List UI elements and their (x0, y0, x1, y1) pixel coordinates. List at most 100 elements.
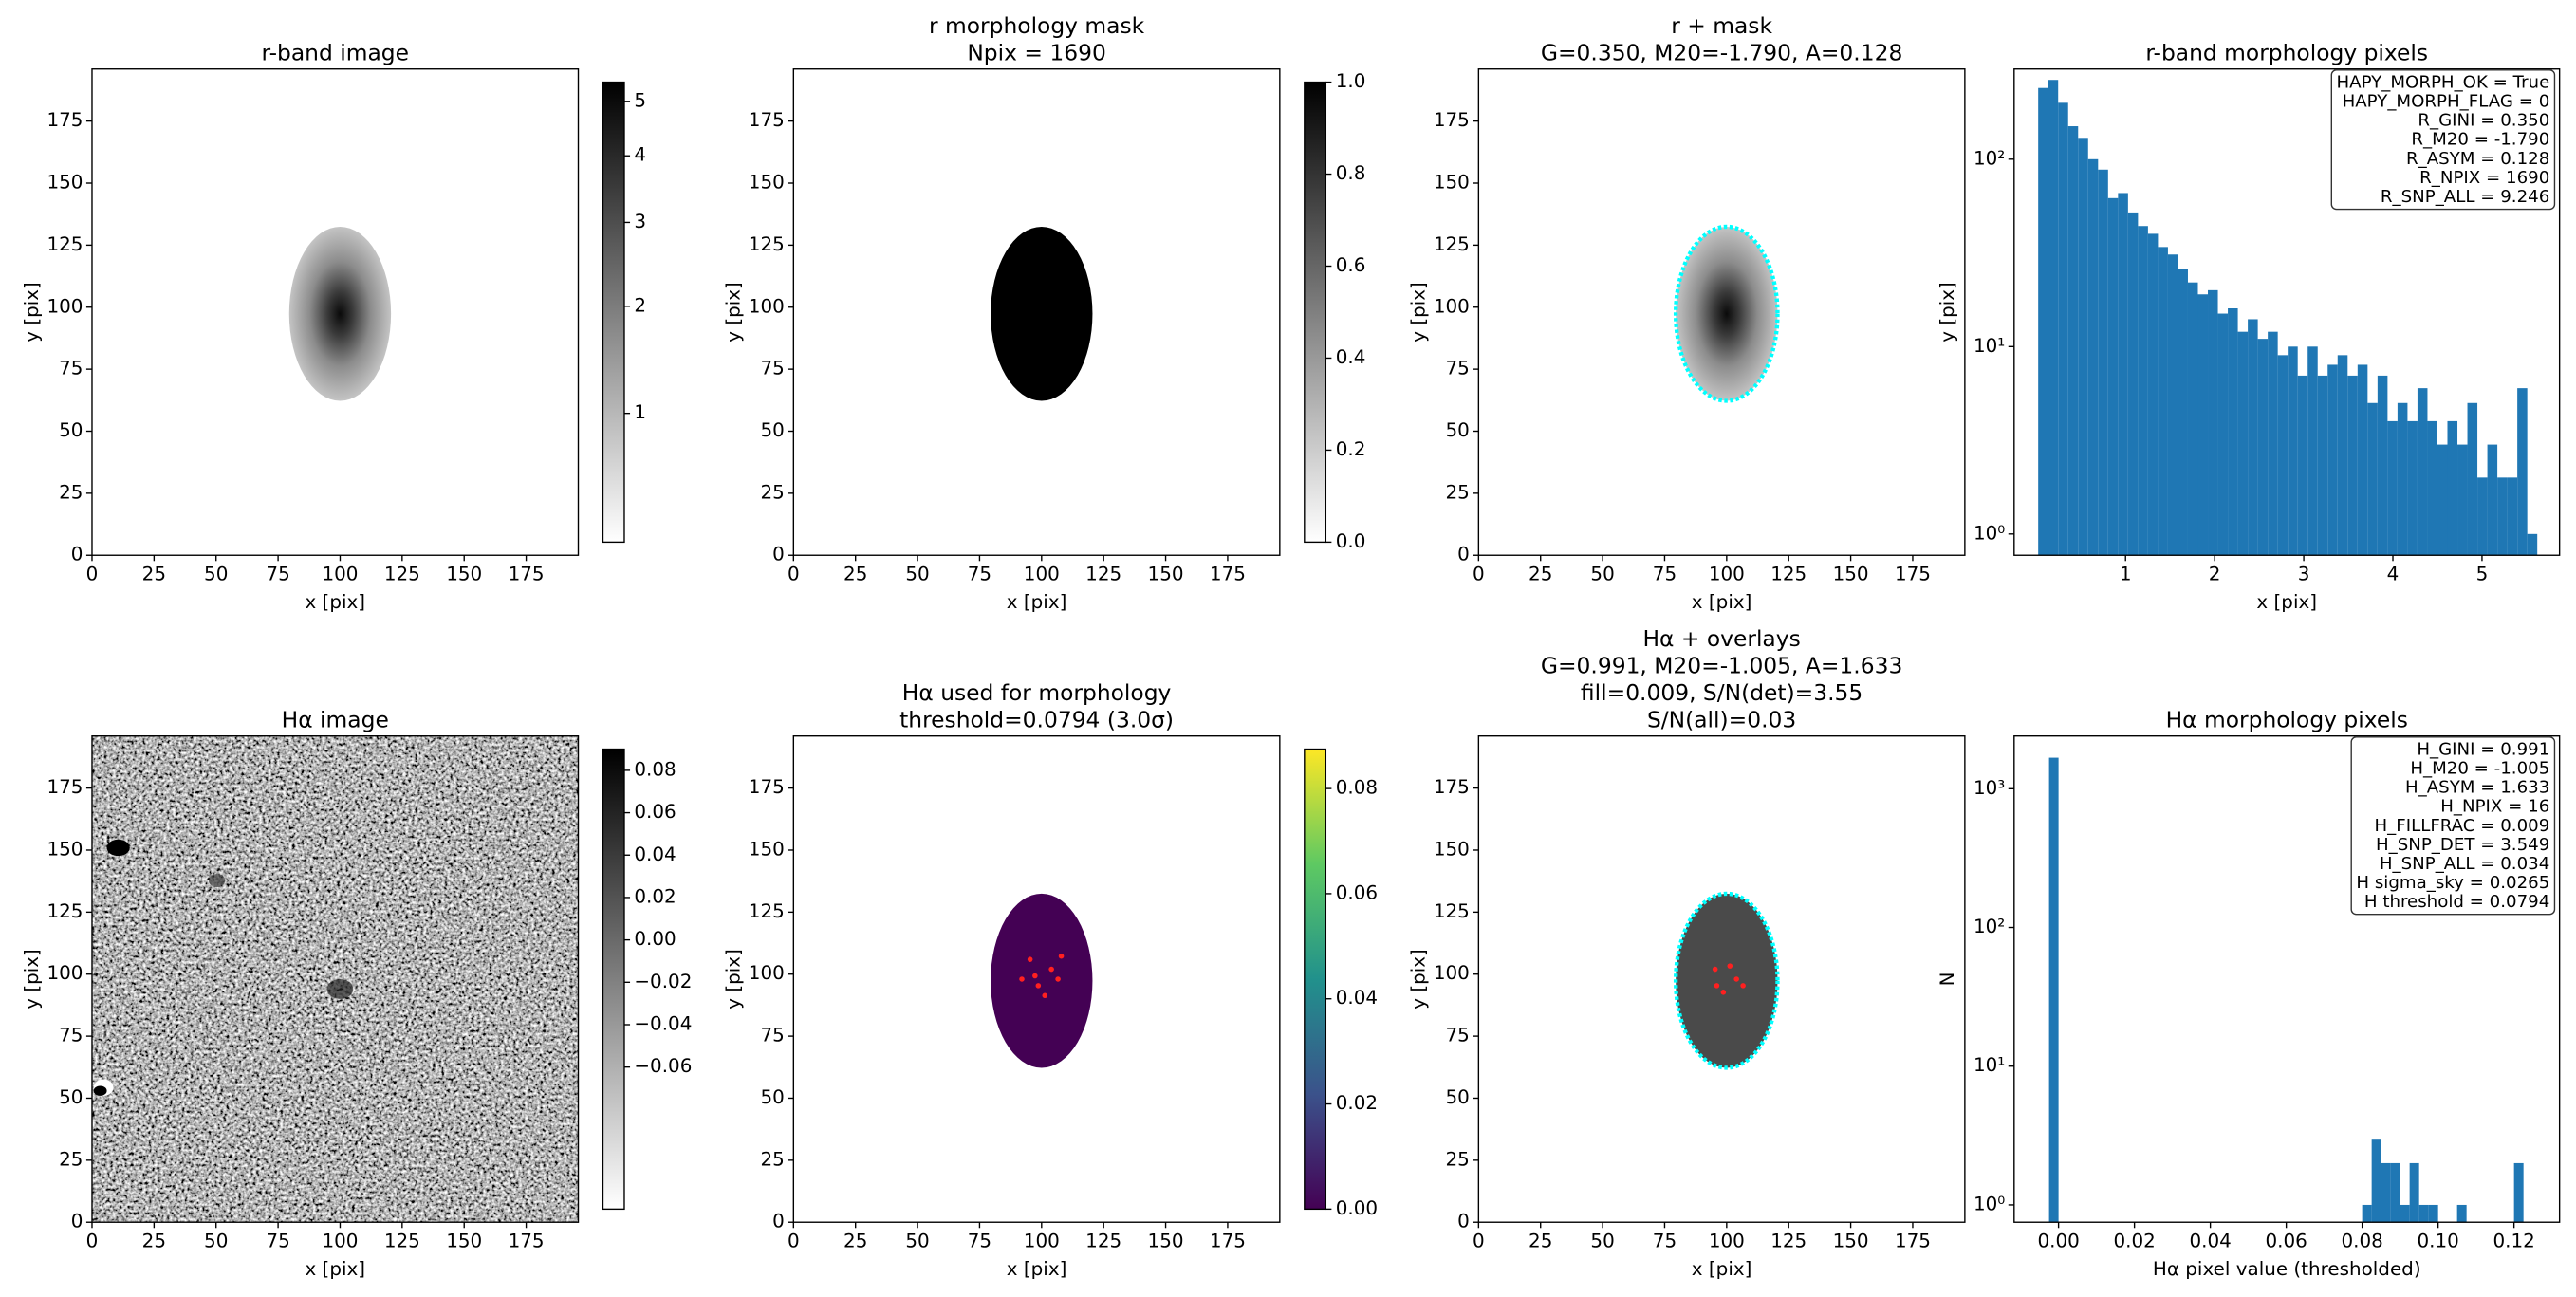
y-tick-label: 150 (1434, 838, 1470, 860)
histogram-bar (2447, 420, 2458, 556)
y-axis-label: y [pix] (1408, 949, 1430, 1010)
y-tick-label: 125 (46, 900, 83, 922)
y-tick-label: 50 (1445, 419, 1469, 441)
stats-frame (2350, 736, 2556, 916)
stat-line: R_ASYM = 0.128 (2406, 149, 2549, 169)
x-tick-label: 1 (2120, 564, 2132, 585)
stat-line: H threshold = 0.0794 (2364, 892, 2549, 912)
x-axis-label: x [pix] (1692, 591, 1752, 613)
y-tick-label: 175 (46, 776, 83, 798)
y-axis-label: y [pix] (1937, 282, 1958, 343)
chart-title: r + mask (1671, 12, 1772, 39)
image-halpha-used (991, 893, 1093, 1068)
axes-frame (1477, 735, 1966, 1223)
histogram-bar (2158, 247, 2168, 556)
colorbar-tick-label: 0.0 (1336, 530, 1366, 552)
x-tick-label: 0 (86, 564, 99, 585)
histogram-bar (2277, 355, 2289, 556)
y-tick-label: 125 (749, 233, 785, 255)
colorbar-tick-label: 0.02 (634, 885, 676, 907)
y-tick-label: 75 (59, 358, 83, 380)
x-axis-label: x [pix] (1692, 1258, 1752, 1280)
x-tick-label: 150 (446, 564, 482, 585)
axes-frame (1477, 68, 1966, 556)
stat-line: H_SNP_DET = 3.549 (2376, 835, 2549, 855)
histogram-bar (2237, 331, 2249, 556)
y-axis-label: N (1937, 973, 1958, 987)
x-tick-label: 100 (1709, 564, 1745, 585)
y-tick-label: 175 (46, 109, 83, 131)
x-tick-label: 0.08 (2341, 1230, 2382, 1251)
histogram-bar (2387, 420, 2398, 556)
histogram-bar (2038, 87, 2048, 556)
chart-title: S/N(all)=0.03 (1647, 707, 1796, 733)
histogram-bar (2527, 533, 2538, 556)
x-tick-label: 25 (142, 1230, 166, 1251)
y-tick-label: 100 (46, 295, 83, 317)
y-tick-label: 125 (46, 233, 83, 255)
x-tick-label: 0 (1473, 564, 1485, 585)
x-tick-label: 0.00 (2037, 1230, 2079, 1251)
colorbar-tick-label: −0.04 (634, 1012, 692, 1034)
y-tick-label: 10¹ (1974, 1054, 2005, 1076)
x-axis-label: x [pix] (305, 1258, 365, 1280)
x-tick-label: 25 (1529, 564, 1552, 585)
y-tick-label: 175 (749, 109, 785, 131)
y-tick-label: 150 (749, 838, 785, 860)
histogram-bar (2337, 355, 2348, 556)
y-axis-label: y [pix] (21, 949, 43, 1010)
chart-title: Hα used for morphology (902, 679, 1172, 706)
y-tick-label: 10¹ (1974, 335, 2005, 357)
y-tick-label: 0 (772, 544, 785, 565)
histogram-bar (2248, 319, 2258, 556)
y-tick-label: 50 (1445, 1086, 1469, 1108)
x-tick-label: 5 (2476, 564, 2489, 585)
axes-frame (91, 68, 580, 556)
histogram-bar (2497, 477, 2508, 556)
colorbar-tick-label: 0.00 (634, 928, 676, 950)
y-axis-label: y [pix] (1408, 282, 1430, 343)
x-tick-label: 50 (204, 564, 228, 585)
histogram-bar (2078, 138, 2088, 556)
x-axis-label: x [pix] (1007, 1258, 1067, 1280)
x-tick-label: 3 (2298, 564, 2310, 585)
x-tick-label: 100 (1024, 564, 1060, 585)
histogram-bar (2327, 364, 2338, 556)
stat-line: H sigma_sky = 0.0265 (2356, 873, 2549, 893)
x-tick-label: 50 (905, 1230, 929, 1251)
y-tick-label: 150 (46, 838, 83, 860)
axes-frame (792, 68, 1281, 556)
histogram-bar (2167, 254, 2178, 556)
histogram-bar (2377, 375, 2388, 556)
x-tick-label: 125 (1085, 564, 1121, 585)
image-r-mask (1673, 224, 1780, 403)
y-tick-label: 150 (1434, 172, 1470, 194)
y-tick-label: 75 (760, 1025, 784, 1047)
y-tick-label: 10⁰ (1974, 522, 2005, 544)
histogram-bar (2456, 1204, 2467, 1223)
chart-title: Hα + overlays (1642, 625, 1800, 652)
chart-title: G=0.350, M20=-1.790, A=0.128 (1541, 40, 1902, 66)
chart-title: r-band image (261, 40, 409, 66)
x-tick-label: 0.12 (2493, 1230, 2534, 1251)
colorbar (1304, 748, 1327, 1211)
chart-title: Hα morphology pixels (2166, 707, 2408, 733)
y-tick-label: 0 (71, 544, 83, 565)
histogram-bar (2513, 1162, 2524, 1223)
histogram-bar (2362, 1204, 2372, 1223)
histogram-bar (2058, 102, 2068, 556)
x-tick-label: 150 (1833, 1230, 1869, 1251)
stat-line: R_M20 = -1.790 (2411, 130, 2549, 150)
x-tick-label: 100 (1709, 1230, 1745, 1251)
histogram-bar (2048, 80, 2059, 556)
stat-line: H_GINI = 0.991 (2417, 739, 2549, 759)
histogram-bar (2418, 1204, 2429, 1223)
histogram-bar (2178, 269, 2188, 556)
colorbar-tick-label: 2 (634, 294, 646, 316)
chart-title: fill=0.009, S/N(det)=3.55 (1581, 679, 1863, 706)
y-tick-label: 100 (749, 295, 785, 317)
y-tick-label: 100 (1434, 295, 1470, 317)
histogram-bar (2437, 444, 2448, 556)
x-tick-label: 100 (1024, 1230, 1060, 1251)
